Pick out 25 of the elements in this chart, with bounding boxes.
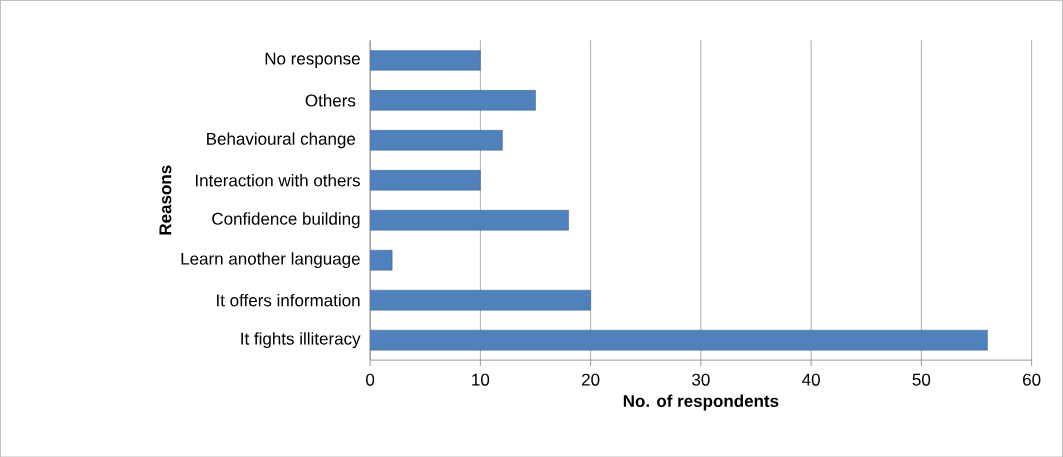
x-tick-label: 20 — [582, 373, 600, 386]
x-tick-label: 40 — [802, 373, 820, 386]
bar — [370, 49, 481, 71]
y-tick-label: It fights illiteracy — [241, 332, 361, 348]
x-tick-label: 10 — [472, 373, 490, 386]
x-tick-label: 50 — [912, 373, 931, 386]
x-tick-label: 60 — [1023, 373, 1041, 386]
y-tick-label: Learn another language — [181, 252, 360, 268]
x-tick-label: 0 — [366, 373, 375, 386]
y-tick-label: It offers information — [217, 293, 360, 307]
x-tick-label: 30 — [692, 373, 710, 386]
bar — [370, 89, 536, 111]
y-tick-label: Others — [305, 93, 356, 107]
bar — [370, 289, 591, 311]
bar — [370, 169, 481, 191]
y-tick-label: Confidence building — [212, 212, 360, 228]
bar — [370, 249, 393, 271]
bar — [370, 209, 569, 231]
x-axis-title: No. of respondents — [623, 394, 779, 411]
bar — [370, 329, 988, 351]
y-tick-label: Interaction with others — [195, 173, 360, 187]
y-tick-label: No response — [265, 52, 360, 68]
y-axis-title: Reasons — [159, 165, 172, 235]
bar — [370, 129, 503, 151]
y-tick-label: Behavioural change — [207, 132, 356, 148]
